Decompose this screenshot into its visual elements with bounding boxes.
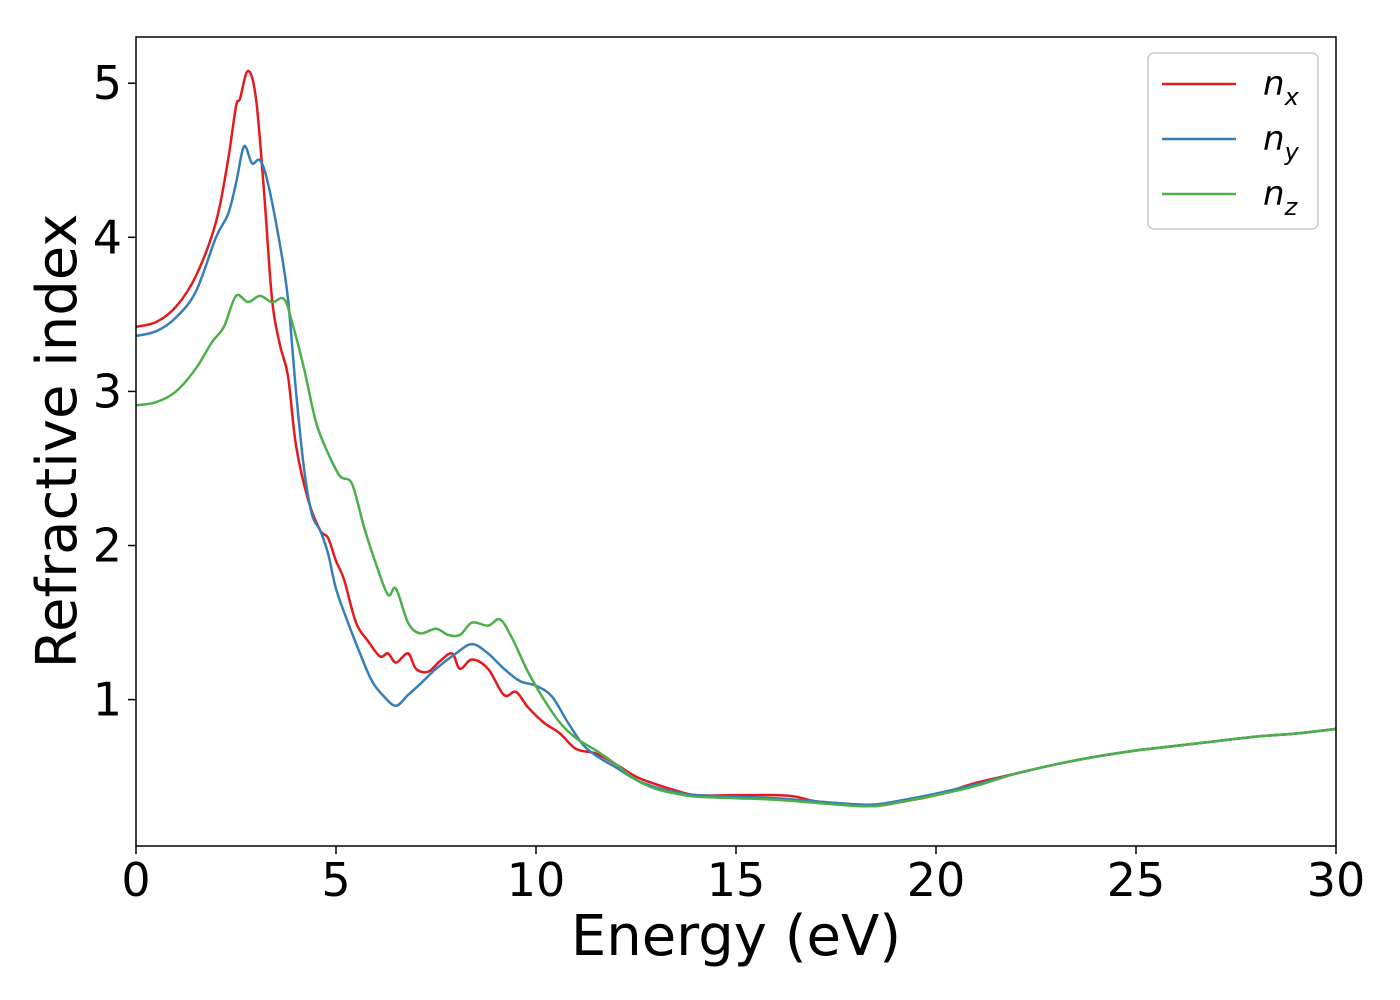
x-tick-label: 10: [507, 853, 566, 907]
x-tick-label: 5: [321, 853, 350, 907]
legend-symbol: n: [1263, 64, 1285, 104]
legend-label-ny: ny: [1263, 119, 1300, 166]
legend-label-nx: nx: [1263, 64, 1300, 111]
legend-subscript: y: [1284, 138, 1300, 166]
y-tick-label: 3: [93, 364, 122, 418]
legend-symbol: n: [1263, 119, 1285, 159]
x-tick-label: 20: [907, 853, 966, 907]
legend-subscript: z: [1284, 193, 1299, 221]
x-tick-label: 25: [1107, 853, 1166, 907]
legend-symbol: n: [1263, 174, 1285, 214]
series-line-ny: [136, 144, 1336, 807]
x-axis: 0 5 10 15 20 25 30: [121, 846, 1365, 907]
series-layer: [136, 69, 1336, 808]
y-axis-label: Refractive index: [25, 214, 90, 669]
x-axis-label: Energy (eV): [571, 904, 901, 969]
x-tick-label: 30: [1307, 853, 1366, 907]
y-tick-label: 1: [93, 673, 122, 727]
legend-subscript: x: [1284, 83, 1300, 111]
y-tick-label: 2: [93, 519, 122, 573]
legend-label-nz: nz: [1263, 174, 1299, 221]
x-tick-label: 15: [707, 853, 766, 907]
legend-box: [1147, 52, 1319, 230]
y-tick-label: 5: [93, 56, 122, 110]
x-tick-label: 0: [121, 853, 150, 907]
y-tick-label: 4: [93, 210, 122, 264]
series-line-nz: [136, 293, 1336, 808]
y-axis: 1 2 3 4 5: [93, 56, 136, 727]
